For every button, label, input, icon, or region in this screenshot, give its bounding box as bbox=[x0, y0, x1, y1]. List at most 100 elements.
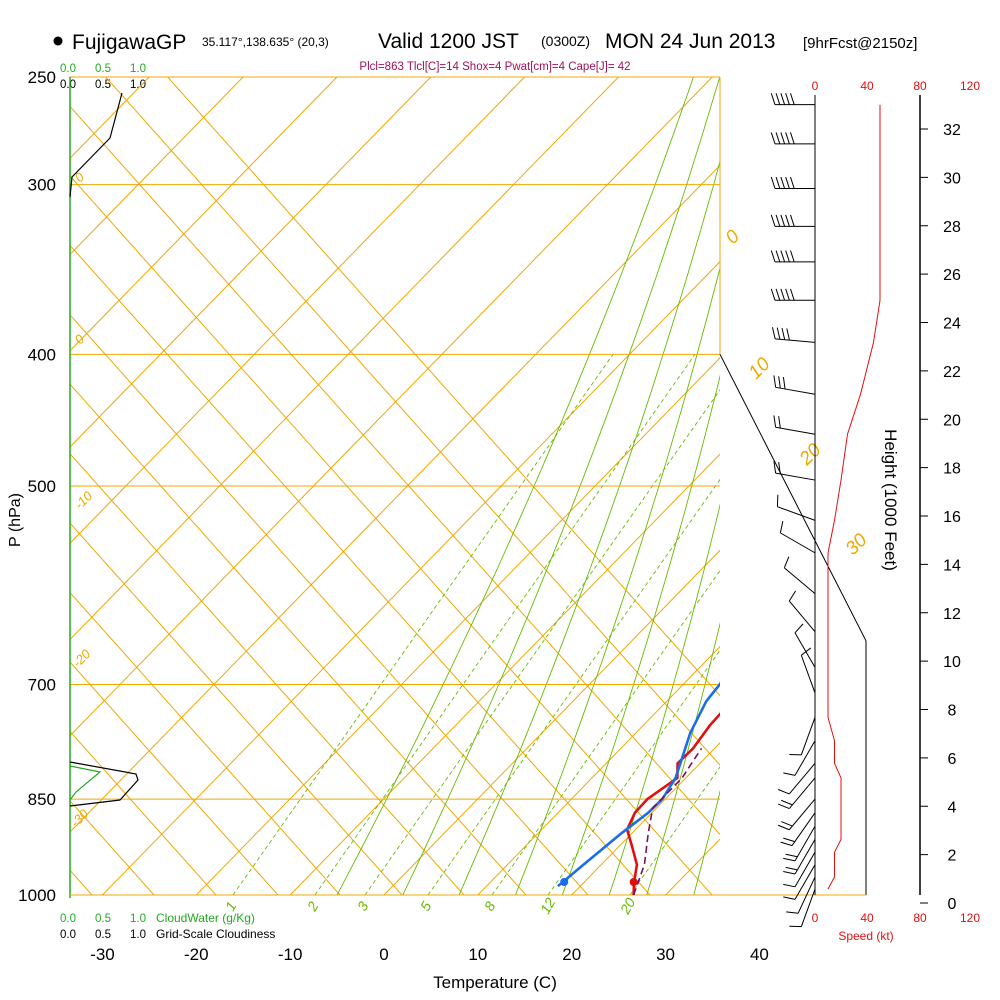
height-tick-label: 32 bbox=[943, 122, 961, 139]
sounding-profiles bbox=[557, 681, 720, 895]
cloudiness-lower-line bbox=[69, 761, 139, 807]
mixing-ratio-label: 2 bbox=[303, 899, 321, 915]
surface-temperature-dot bbox=[629, 878, 638, 886]
valid-date: MON 24 Jun 2013 bbox=[605, 30, 775, 53]
speed-tick-top: 40 bbox=[860, 79, 874, 93]
parcel-profile-line bbox=[632, 747, 703, 895]
isotherm-label: 20 bbox=[795, 439, 826, 470]
speed-tick-bottom: 80 bbox=[913, 911, 927, 925]
station-coords: 35.117°,138.635° (20,3) bbox=[202, 35, 329, 49]
wind-barb bbox=[779, 521, 816, 554]
wind-barb bbox=[783, 851, 816, 888]
y-tick-label: 400 bbox=[28, 345, 56, 364]
wind-barb bbox=[771, 327, 816, 343]
mixing-ratio-line bbox=[491, 569, 720, 895]
wind-barb bbox=[786, 876, 816, 914]
wind-speed-line bbox=[827, 104, 881, 890]
wind-barb bbox=[773, 415, 816, 435]
height-tick-label: 16 bbox=[943, 509, 961, 526]
x-tick-label: 20 bbox=[562, 945, 581, 964]
wind-barb bbox=[777, 798, 816, 831]
wind-barb bbox=[783, 740, 816, 776]
wind-barb bbox=[789, 717, 816, 756]
isotherm-line bbox=[571, 742, 720, 895]
wind-barb bbox=[770, 93, 815, 106]
wind-barb bbox=[770, 176, 815, 190]
y-tick-label: 500 bbox=[28, 477, 56, 496]
height-tick-label: 10 bbox=[943, 654, 961, 671]
cloudwater-lower-line bbox=[69, 765, 102, 801]
cloudiness-upper-line bbox=[69, 92, 123, 198]
speed-tick-top: 0 bbox=[812, 79, 819, 93]
cloudiness-tick-top-0: 0.0 bbox=[60, 79, 76, 91]
moist-adiabat-line bbox=[561, 374, 720, 895]
mixing-ratio-line bbox=[364, 389, 720, 895]
dry-adiabat-line bbox=[0, 0, 30, 895]
wind-barb bbox=[783, 839, 816, 875]
x-tick-label: 30 bbox=[656, 945, 675, 964]
speed-tick-top: 120 bbox=[960, 79, 980, 93]
y-tick-label: 850 bbox=[28, 790, 56, 809]
sounding-params: Plcl=863 Tlcl[C]=14 Shox=4 Pwat[cm]=4 Ca… bbox=[359, 61, 630, 73]
wind-barb bbox=[794, 623, 816, 668]
speed-tick-bottom: 120 bbox=[960, 911, 980, 925]
dry-adiabat-line bbox=[70, 452, 465, 895]
isobar-lines bbox=[70, 76, 720, 896]
mixing-ratio-line bbox=[314, 354, 696, 895]
height-tick-label: 24 bbox=[943, 316, 961, 333]
dry-adiabat-line bbox=[70, 105, 720, 836]
cloudwater-tick-top-1: 0.5 bbox=[95, 63, 111, 75]
valid-zulu: (0300Z) bbox=[541, 33, 590, 49]
height-axis-title: Height (1000 Feet) bbox=[881, 429, 900, 571]
isotherm-label: 10 bbox=[745, 353, 775, 383]
valid-time: Valid 1200 JST bbox=[378, 30, 519, 53]
height-tick-label: 6 bbox=[948, 751, 957, 768]
mixing-ratio-label: 8 bbox=[481, 899, 499, 914]
dry-adiabat-line bbox=[70, 522, 403, 895]
moist-adiabat-line bbox=[741, 77, 855, 895]
speed-tick-top: 80 bbox=[913, 79, 927, 93]
wind-barb bbox=[788, 590, 816, 632]
dry-adiabat-line bbox=[70, 869, 93, 895]
skew-background-lines bbox=[0, 0, 1000, 895]
mixing-ratio-line bbox=[427, 478, 720, 895]
cloud-profile bbox=[69, 92, 139, 807]
isotherm-label: 0 bbox=[72, 331, 88, 347]
cloudwater-tick-bottom-0: 0.0 bbox=[60, 913, 76, 925]
isotherm-line bbox=[853, 77, 1000, 895]
y-tick-label: 700 bbox=[28, 676, 56, 695]
x-tick-label: 40 bbox=[750, 945, 769, 964]
y-tick-label: 250 bbox=[28, 68, 56, 87]
cloudwater-label: CloudWater (g/Kg) bbox=[156, 911, 255, 925]
mixing-ratio-line bbox=[232, 354, 614, 895]
height-tick-label: 28 bbox=[943, 219, 961, 236]
wind-barb bbox=[770, 250, 815, 263]
station-dot-icon bbox=[53, 36, 63, 46]
speed-axis-title: Speed (kt) bbox=[838, 929, 893, 943]
height-tick-label: 30 bbox=[943, 170, 961, 187]
cloudwater-tick-bottom-2: 1.0 bbox=[130, 913, 146, 925]
dry-adiabat-line bbox=[70, 591, 341, 895]
isotherm-label: -10 bbox=[72, 488, 96, 512]
cloudwater-tick-top-0: 0.0 bbox=[60, 63, 76, 75]
dewpoint-profile-line bbox=[557, 681, 720, 888]
cloudiness-tick-bottom-2: 1.0 bbox=[130, 929, 146, 941]
forecast-info: [9hrFcst@2150z] bbox=[803, 35, 917, 52]
cloudiness-label: Grid-Scale Cloudiness bbox=[156, 927, 275, 941]
dry-adiabat-line bbox=[166, 77, 720, 697]
isotherm-label: 30 bbox=[842, 529, 872, 559]
dry-adiabat-line bbox=[70, 661, 279, 895]
moist-adiabat-line bbox=[514, 266, 720, 895]
dry-adiabat-line bbox=[70, 175, 713, 895]
wind-barb bbox=[770, 214, 815, 227]
mixing-ratio-label: 20 bbox=[616, 895, 638, 918]
wind-barb bbox=[783, 825, 816, 862]
height-tick-label: 12 bbox=[943, 606, 961, 623]
mixing-ratio-label: 12 bbox=[537, 895, 559, 917]
cloudiness-tick-bottom-0: 0.0 bbox=[60, 929, 76, 941]
height-tick-label: 14 bbox=[943, 557, 961, 574]
height-tick-label: 4 bbox=[948, 799, 957, 816]
